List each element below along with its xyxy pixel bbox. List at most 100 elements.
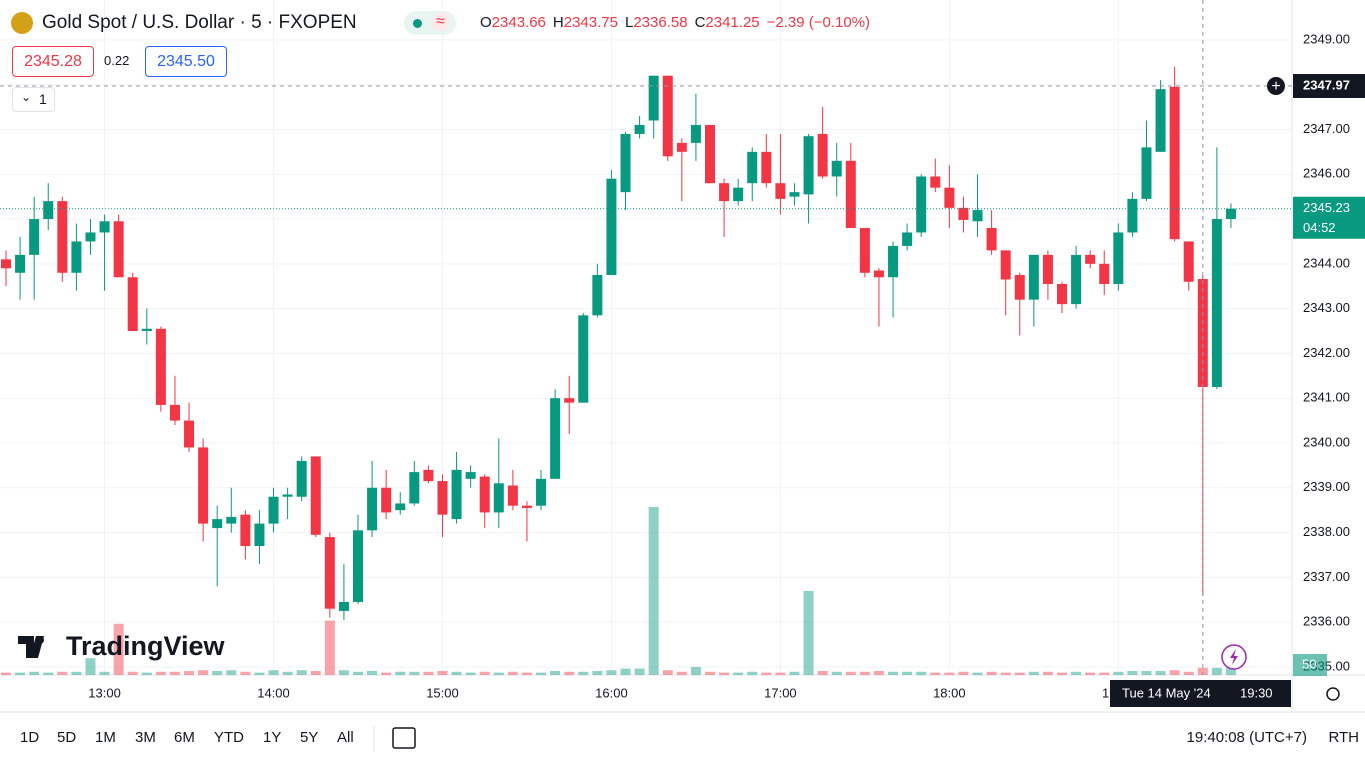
volume-bar	[465, 672, 476, 675]
candle-body	[1225, 208, 1236, 220]
candle-body	[873, 270, 884, 278]
volume-bar	[1211, 667, 1222, 675]
candle-body	[240, 514, 251, 547]
crosshair-date-label: Tue 14 May '24	[1122, 685, 1211, 700]
volume-bar	[282, 671, 293, 675]
y-tick-label: 2344.00	[1303, 255, 1350, 270]
timeframe-button[interactable]: 5Y	[300, 729, 319, 746]
watermark-text: TradingView	[66, 631, 226, 661]
timeframe-button[interactable]: 1M	[95, 729, 116, 746]
volume-bar	[1057, 672, 1067, 675]
volume-bar	[733, 672, 744, 675]
ohlc-value: 2343.66	[491, 14, 546, 31]
y-tick-label: 2336.00	[1303, 614, 1350, 629]
candle-body	[1085, 254, 1096, 264]
volume-bar	[367, 671, 378, 675]
add-button[interactable]	[1267, 76, 1285, 95]
volume-bar	[1000, 672, 1011, 675]
candle-body	[282, 494, 293, 497]
date-range-icon[interactable]	[392, 727, 416, 749]
timeframe-button[interactable]: 1Y	[263, 729, 282, 746]
candle-body	[57, 201, 68, 273]
candle-body	[789, 192, 800, 197]
bid-button[interactable]: 2345.28	[12, 46, 94, 77]
x-tick-label: 14:00	[257, 685, 290, 700]
volume-bar	[859, 671, 870, 675]
volume-bar	[268, 670, 279, 675]
volume-bar	[747, 671, 758, 675]
candle-body	[141, 328, 152, 332]
session[interactable]: RTH	[1328, 729, 1359, 746]
candle-body	[507, 485, 518, 506]
volume-bar	[831, 671, 842, 675]
settings-icon[interactable]	[1326, 687, 1340, 701]
volume-bar	[648, 507, 659, 675]
volume-bar	[888, 671, 899, 675]
volume-bar	[789, 671, 800, 675]
candle-body	[902, 232, 913, 246]
volume-bar	[521, 672, 532, 675]
crosshair-time-badge	[1110, 680, 1291, 707]
volume-bar	[85, 658, 96, 675]
volume-bar	[310, 671, 321, 675]
watermark-dot	[36, 636, 44, 644]
candle-body	[1, 259, 11, 269]
volume-bar	[423, 671, 434, 675]
candle-body	[705, 124, 715, 184]
ohlc-value: 2341.25	[705, 14, 760, 31]
candle-body	[958, 207, 969, 220]
volume-bar	[1169, 670, 1180, 675]
volume-bar	[803, 591, 814, 675]
x-tick-label: 13:00	[88, 685, 121, 700]
candle-body	[761, 151, 772, 184]
spread: 0.22	[104, 53, 130, 68]
timeframe-button[interactable]: All	[337, 729, 354, 746]
volume-bar	[99, 671, 110, 675]
y-tick-label: 2349.00	[1303, 31, 1350, 46]
ohlc-legend: O2343.66 H2343.75 L2336.58 C2341.25 −2.39 (−…	[480, 14, 870, 31]
candle-body	[606, 178, 617, 276]
volume-label: 50	[1302, 656, 1316, 671]
timeframe-button[interactable]: 1D	[20, 729, 40, 746]
candle-body	[1099, 263, 1110, 284]
indicator-toggle[interactable]: ⌄ 1	[12, 87, 55, 112]
candle-body	[479, 476, 490, 513]
add-plus: +	[1271, 78, 1280, 95]
candle-body	[254, 523, 265, 547]
candle-body	[831, 160, 842, 177]
volume-bar	[564, 671, 575, 675]
candle-body	[550, 398, 561, 479]
y-tick-label: 2339.00	[1303, 479, 1350, 494]
timeframe-button[interactable]: YTD	[214, 729, 244, 746]
candle-body	[888, 245, 899, 278]
candle-body	[521, 505, 532, 508]
volume-bar	[550, 671, 561, 675]
volume-bar	[1042, 671, 1053, 675]
ohlc-change: −2.39 (−0.10%)	[766, 14, 871, 31]
volume-bar	[592, 671, 603, 675]
candle-body	[747, 151, 758, 184]
candle-body	[986, 227, 997, 251]
x-tick-label: 18:00	[933, 685, 966, 700]
candle-body	[1042, 254, 1053, 284]
timeframe-button[interactable]: 6M	[174, 729, 195, 746]
ask-button[interactable]: 2345.50	[145, 46, 227, 77]
candle-body	[1183, 241, 1194, 282]
candle-body	[85, 232, 96, 242]
volume-bar	[817, 671, 828, 675]
volume-bar	[409, 671, 420, 675]
timeframe-button[interactable]: 5D	[57, 729, 77, 746]
candle-body	[113, 221, 124, 278]
status-pill[interactable]: ≈	[404, 11, 456, 35]
timeframe-button[interactable]: 3M	[135, 729, 156, 746]
candle-body	[451, 469, 462, 520]
candle-body	[155, 328, 166, 405]
grid	[0, 0, 1292, 675]
volume-bar	[226, 670, 237, 675]
volume-bar	[958, 671, 969, 675]
candle-body	[99, 221, 110, 233]
candle-body	[212, 519, 223, 529]
overlays	[0, 0, 1292, 675]
